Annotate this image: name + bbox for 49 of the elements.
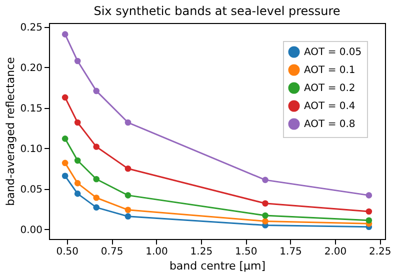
x-tick-label: 2.00 bbox=[324, 246, 347, 258]
x-tick-label: 2.25 bbox=[369, 246, 392, 258]
legend-label: AOT = 0.05 bbox=[304, 47, 362, 58]
point bbox=[124, 119, 132, 126]
point bbox=[124, 165, 132, 172]
x-tick-label: 1.50 bbox=[234, 246, 258, 258]
x-tick-label: 0.50 bbox=[56, 246, 79, 258]
point bbox=[262, 200, 268, 207]
point bbox=[93, 204, 100, 211]
x-tick-label: 1.25 bbox=[190, 246, 213, 258]
point bbox=[62, 172, 68, 180]
point bbox=[124, 192, 132, 198]
legend-label: AOT = 0.4 bbox=[304, 101, 356, 112]
point bbox=[74, 157, 81, 164]
y-tick-label: 0.00 bbox=[20, 224, 42, 236]
point bbox=[74, 180, 81, 186]
y-tick-label: 0.10 bbox=[20, 144, 42, 155]
y-tick-label: 0.20 bbox=[20, 62, 42, 74]
point bbox=[62, 160, 68, 166]
x-axis-title: band centre [μm] bbox=[169, 260, 266, 272]
point bbox=[124, 213, 132, 220]
chart-title: Six synthetic bands at sea-level pressure bbox=[94, 4, 340, 18]
y-axis-title: band-averaged reflectance bbox=[4, 56, 18, 206]
point bbox=[262, 218, 268, 224]
point bbox=[93, 144, 100, 150]
x-tick-label: 1.75 bbox=[280, 246, 302, 258]
point bbox=[93, 88, 100, 94]
x-tick-label: 1.00 bbox=[146, 246, 168, 258]
y-tick-label: 0.25 bbox=[20, 22, 42, 34]
point bbox=[93, 194, 100, 201]
point bbox=[93, 176, 100, 182]
point bbox=[366, 208, 372, 215]
x-tick-label: 0.75 bbox=[100, 246, 124, 258]
legend-label: AOT = 0.2 bbox=[304, 83, 356, 94]
y-tick-label: 0.15 bbox=[20, 103, 42, 114]
legend-label: AOT = 0.1 bbox=[304, 65, 356, 76]
point bbox=[74, 58, 81, 64]
point bbox=[62, 31, 68, 38]
point bbox=[262, 176, 268, 184]
point bbox=[62, 94, 68, 101]
point bbox=[124, 206, 132, 214]
y-tick-label: 0.05 bbox=[20, 184, 42, 196]
point bbox=[62, 136, 68, 142]
point bbox=[366, 217, 372, 224]
point bbox=[262, 212, 268, 219]
legend-label: AOT = 0.8 bbox=[304, 119, 356, 130]
point bbox=[366, 192, 372, 198]
point bbox=[74, 190, 81, 197]
point bbox=[74, 119, 81, 126]
